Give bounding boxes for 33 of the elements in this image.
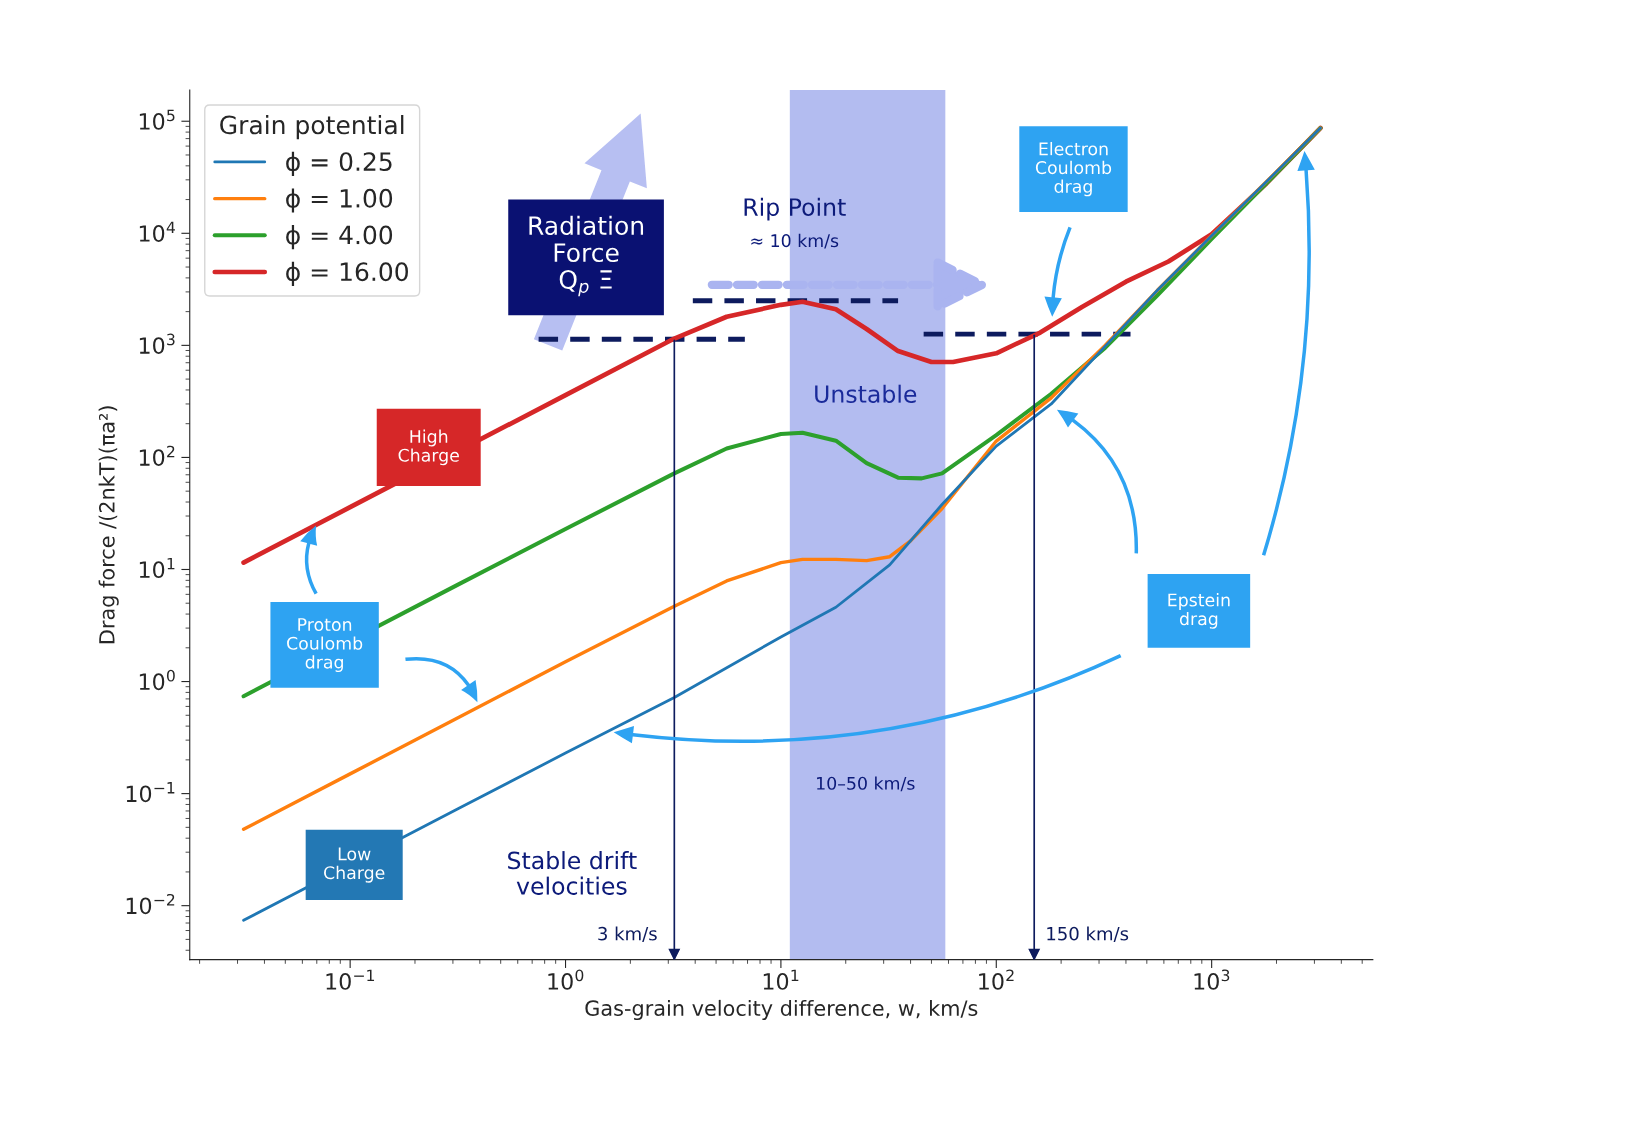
- x-tick-label: 10$^{0}$: [548, 969, 584, 990]
- y-tick-label: 10$^{−2}$: [126, 893, 175, 915]
- x-tick-label: 10$^{−1}$: [326, 969, 375, 990]
- legend-label: ϕ = 1.00: [286, 188, 393, 213]
- annotation: Electron Coulomb drag: [1035, 141, 1112, 197]
- annotation: Low Charge: [324, 847, 385, 883]
- x-axis-title: Gas-grain velocity difference, w, km/s: [585, 999, 978, 1021]
- annotation: Radiation Force Q$_{p}$ Ξ: [529, 215, 644, 297]
- y-tick-label: 10$^{−1}$: [126, 782, 175, 803]
- x-tick-label: 10$^{3}$: [1194, 969, 1230, 990]
- legend-title: Grain potential: [220, 115, 404, 140]
- y-tick-label: 10$^{5}$: [139, 109, 175, 130]
- y-tick-label: 10$^{0}$: [139, 669, 175, 691]
- annotation: Rip Point: [744, 197, 846, 221]
- x-tick-label: 10$^{1}$: [763, 969, 799, 990]
- legend-label: ϕ = 0.25: [286, 151, 392, 176]
- legend-label: ϕ = 16.00: [286, 261, 408, 286]
- x-tick-label: 10$^{2}$: [979, 969, 1014, 990]
- annotation: Unstable: [815, 384, 917, 403]
- y-axis-title: Drag force /(2nkT)(πa²): [98, 406, 119, 644]
- annotation: High Charge: [398, 429, 459, 466]
- annotation: Epstein drag: [1168, 593, 1230, 629]
- y-tick-label: 10$^{2}$: [139, 445, 175, 467]
- annotation: Proton Coulomb drag: [287, 618, 363, 672]
- annotation: 10–50 km/s: [817, 776, 915, 792]
- ref-line-label: 3 km/s: [598, 926, 657, 942]
- y-tick-label: 10$^{3}$: [139, 333, 175, 354]
- legend-label: ϕ = 4.00: [286, 225, 393, 250]
- ref-line-label: 150 km/s: [1047, 926, 1129, 942]
- y-tick-label: 10$^{4}$: [139, 221, 175, 242]
- annotation: Stable drift velocities: [508, 851, 637, 895]
- annotation: ≈ 10 km/s: [751, 233, 839, 249]
- y-tick-label: 10$^{1}$: [139, 557, 175, 579]
